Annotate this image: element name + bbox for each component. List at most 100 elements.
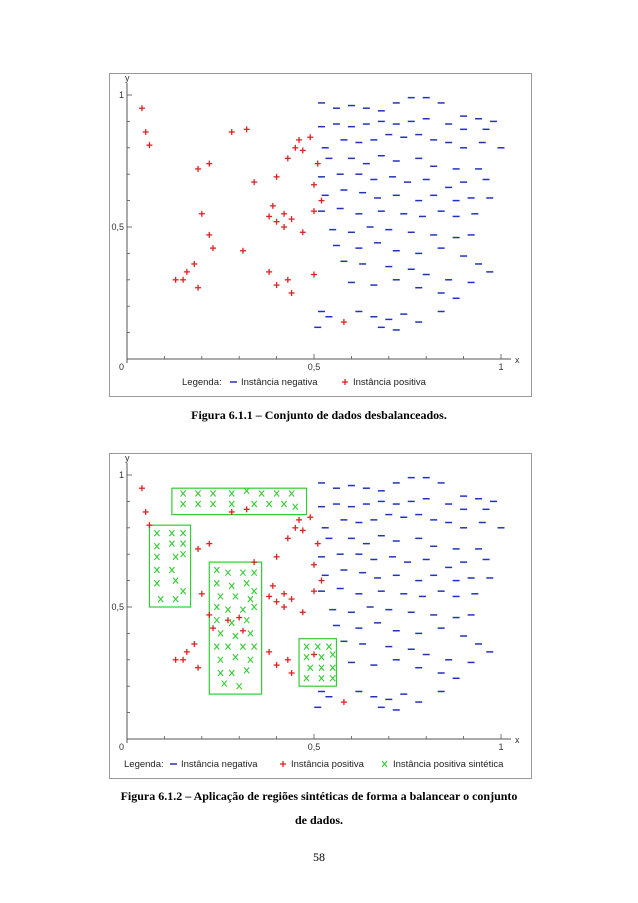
positive-point: [281, 604, 288, 610]
synthetic-point: [243, 616, 250, 624]
positive-point: [281, 210, 288, 217]
synthetic-point: [172, 595, 179, 603]
positive-point: [299, 229, 306, 236]
synthetic-point: [232, 653, 239, 661]
positive-point: [172, 656, 179, 663]
positive-point: [228, 128, 235, 135]
positive-point: [299, 147, 306, 154]
positive-point: [311, 208, 317, 215]
synthetic-point: [251, 569, 258, 577]
synthetic-point: [325, 643, 332, 650]
synthetic-point: [180, 540, 187, 548]
synthetic-point: [232, 632, 239, 640]
synthetic-point: [153, 579, 160, 587]
figure-2-caption-line-2: de dados.: [294, 813, 344, 827]
synthetic-point: [168, 566, 175, 574]
positive-point: [273, 173, 280, 180]
positive-point: [284, 535, 291, 542]
synthetic-point: [228, 500, 235, 508]
synthetic-point: [172, 553, 179, 561]
synthetic-point: [307, 664, 314, 672]
positive-point: [228, 508, 235, 515]
synthetic-point: [243, 666, 250, 674]
positive-point: [281, 224, 288, 230]
positive-point: [243, 126, 250, 133]
positive-point: [206, 611, 213, 618]
synthetic-point: [210, 490, 217, 497]
synthetic-point: [273, 490, 280, 497]
synthetic-point: [247, 656, 254, 664]
positive-point: [314, 540, 321, 547]
positive-point: [288, 596, 295, 603]
y-tick-label: 1: [119, 470, 124, 480]
positive-point: [311, 271, 317, 278]
synthetic-point: [217, 669, 224, 677]
synthetic-point: [232, 593, 239, 600]
synthetic-point: [247, 595, 254, 603]
synthetic-point: [318, 664, 325, 672]
x-tick-label: 0,5: [308, 362, 321, 372]
legend-item: Instância positiva: [280, 759, 365, 770]
synthetic-point: [180, 490, 187, 497]
positive-point: [210, 625, 217, 632]
positive-point: [180, 656, 187, 663]
positive-point: [296, 516, 303, 523]
synthetic-point: [239, 569, 246, 577]
positive-point: [340, 319, 347, 326]
legend-item: Instância positiva: [342, 377, 427, 388]
positive-point: [318, 197, 325, 204]
positive-point: [251, 179, 258, 186]
synthetic-point: [157, 595, 164, 603]
synthetic-point: [180, 529, 187, 537]
x-tick-label: 1: [498, 362, 503, 372]
figure-2-caption: Figura 6.1.2 – Aplicação de regiões sint…: [0, 789, 638, 828]
synthetic-point: [329, 651, 336, 658]
positive-point: [311, 651, 317, 658]
legend-item: Instância positiva sintética: [381, 759, 504, 770]
positive-point: [206, 160, 213, 167]
positive-point: [266, 648, 273, 655]
synthetic-point: [243, 487, 250, 495]
positive-point: [146, 142, 153, 149]
positive-point: [183, 268, 190, 275]
figure-1-caption: Figura 6.1.1 – Conjunto de dados desbala…: [0, 408, 638, 423]
synthetic-point: [251, 603, 258, 611]
synthetic-point: [303, 653, 310, 661]
positive-point: [273, 553, 280, 560]
synthetic-point: [180, 500, 187, 508]
figure-1-caption-text: Figura 6.1.1 – Conjunto de dados desbala…: [191, 408, 447, 422]
synthetic-point: [251, 643, 258, 650]
synthetic-point: [195, 490, 202, 497]
legend-item: Instância negativa: [230, 377, 318, 388]
synthetic-point: [213, 616, 220, 624]
synthetic-point: [266, 500, 273, 508]
synthetic-point: [224, 606, 231, 614]
positive-point: [307, 514, 314, 521]
positive-point: [138, 105, 145, 112]
synthetic-point: [224, 569, 231, 577]
synthetic-point: [213, 566, 220, 574]
positive-point: [266, 593, 273, 600]
positive-point: [273, 282, 280, 289]
positive-point: [142, 128, 149, 135]
positive-point: [195, 165, 202, 172]
x-tick-label: 1: [498, 742, 503, 752]
positive-point: [273, 598, 280, 605]
legend-label: Instância positiva: [353, 377, 427, 388]
x-axis-label: x: [515, 735, 520, 745]
synthetic-point: [288, 490, 295, 497]
synthetic-point: [217, 656, 224, 664]
synthetic-point: [172, 577, 179, 584]
synthetic-point: [228, 490, 235, 497]
legend-title: Legenda:: [124, 759, 164, 770]
positive-point: [288, 216, 295, 223]
positive-point: [288, 290, 295, 296]
positive-point: [146, 522, 153, 529]
positive-point: [198, 590, 205, 597]
synthetic-point: [251, 587, 258, 595]
legend-item: Instância negativa: [170, 759, 258, 770]
synthetic-point: [228, 669, 235, 677]
x-tick-label: 0,5: [308, 742, 321, 752]
synthetic-point: [153, 529, 160, 537]
synthetic-point: [236, 682, 243, 690]
